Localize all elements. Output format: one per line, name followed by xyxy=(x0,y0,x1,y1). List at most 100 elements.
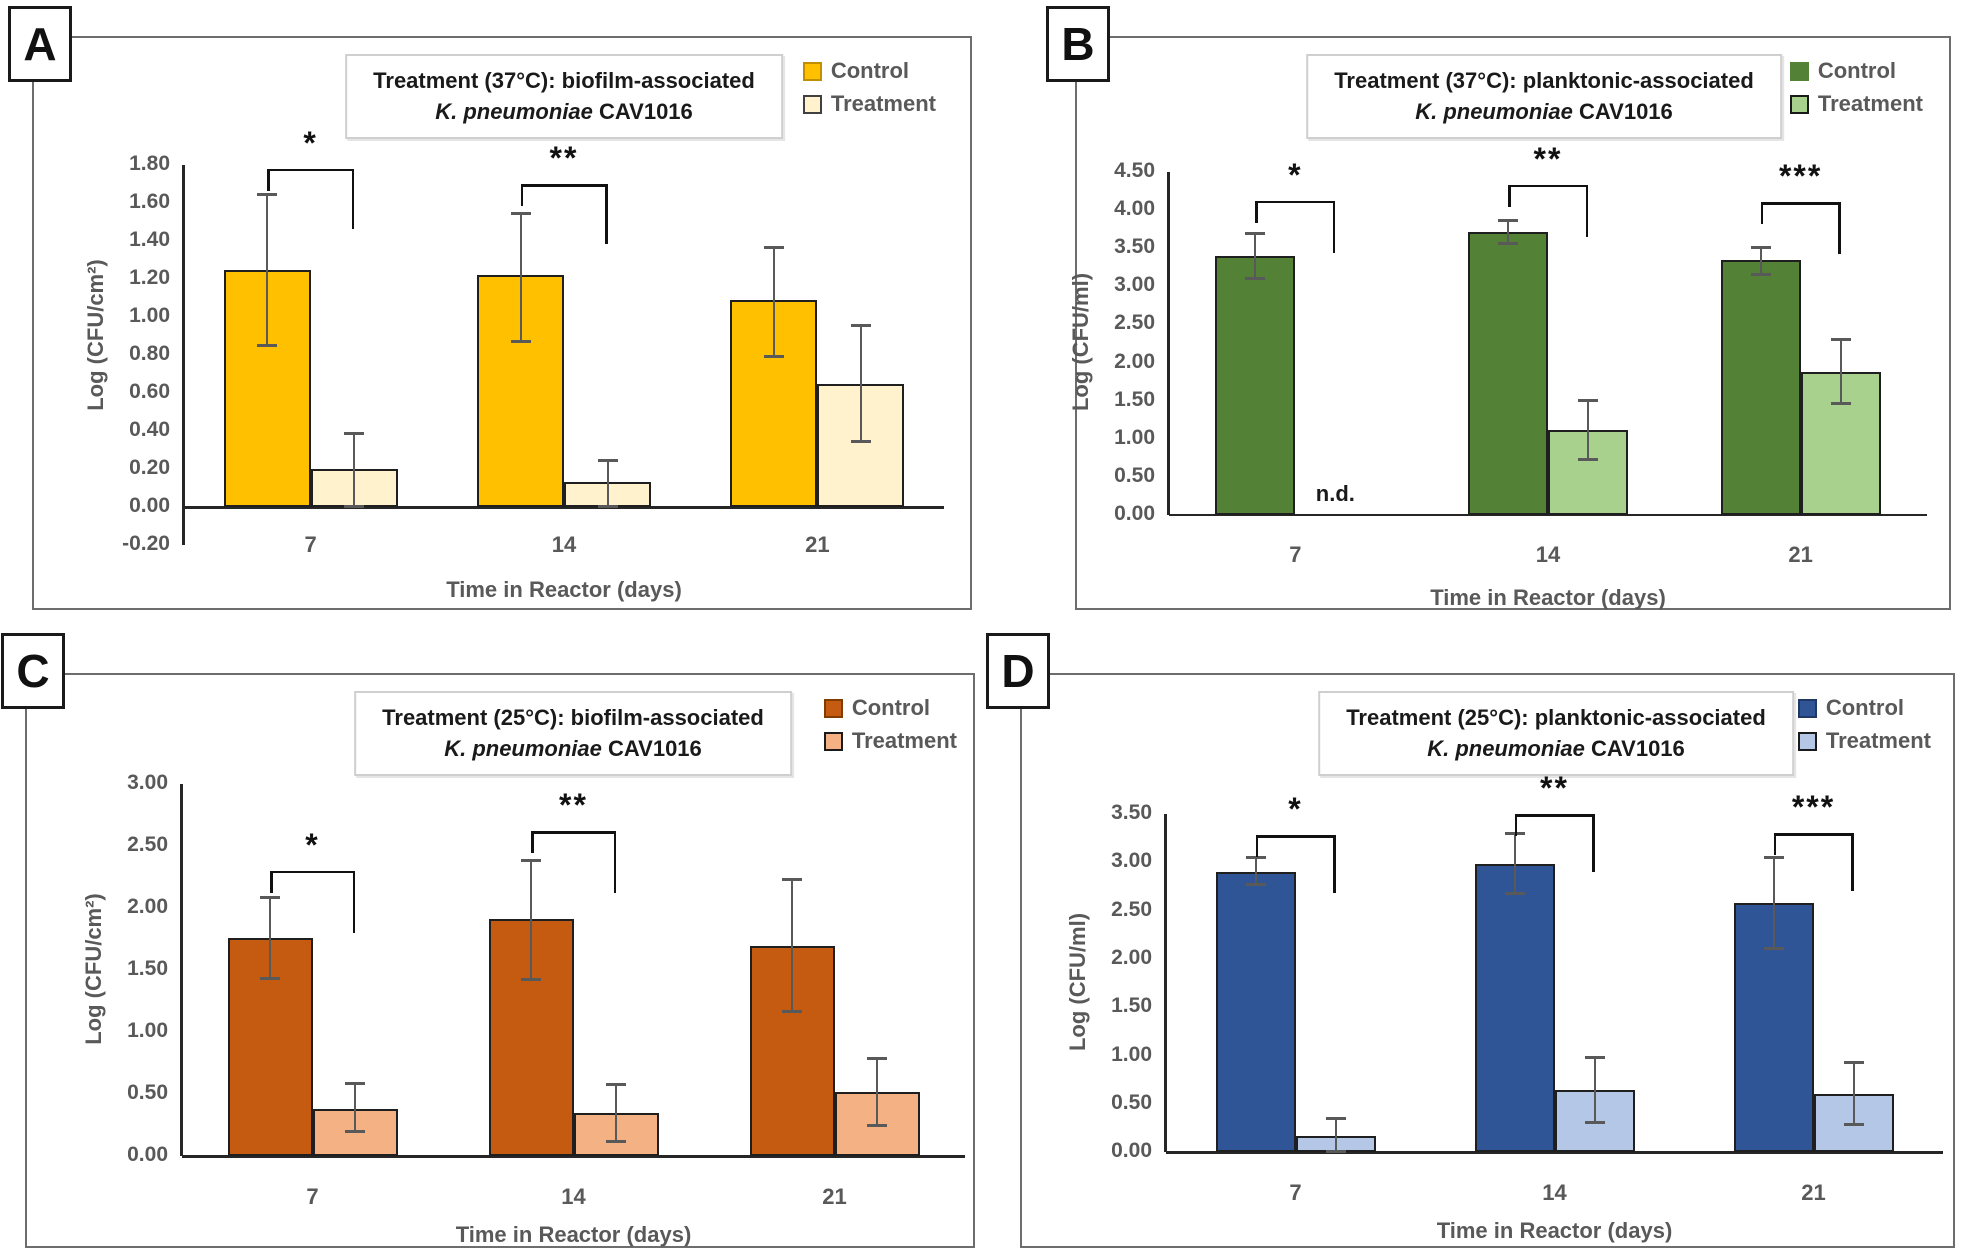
x-tick-label: 21 xyxy=(805,532,830,557)
error-bar-cap xyxy=(260,976,280,980)
legend-label: Control xyxy=(1817,58,1897,83)
error-bar xyxy=(1852,1062,1855,1126)
error-bar xyxy=(615,1084,617,1143)
error-bar-cap xyxy=(1843,1061,1864,1065)
chart-title-line2: K. pneumoniae CAV1016 xyxy=(373,97,755,127)
significance-stars: ** xyxy=(549,140,579,176)
error-bar-cap xyxy=(1584,1121,1605,1125)
y-tick-label: 0.00 xyxy=(127,1143,168,1166)
chart-title-line1: Treatment (37°C): planktonic-associated xyxy=(1334,68,1754,93)
species-name: K. pneumoniae xyxy=(435,98,593,124)
significance-bracket-right xyxy=(1333,835,1336,894)
error-bar-cap xyxy=(1325,1150,1346,1154)
error-bar-cap xyxy=(850,440,871,444)
error-bar-cap xyxy=(850,323,871,327)
error-bar xyxy=(791,879,793,1013)
error-bar xyxy=(353,432,356,507)
y-tick-label: 1.50 xyxy=(127,957,168,980)
chart-title-line2: K. pneumoniae CAV1016 xyxy=(1334,97,1754,127)
significance-stars: ** xyxy=(1533,140,1563,177)
error-bar-cap xyxy=(1578,398,1598,402)
bar-control-day14 xyxy=(1474,864,1555,1153)
significance-bracket-right xyxy=(352,870,355,933)
legend-item-control: Control xyxy=(1789,58,1923,84)
significance-stars: * xyxy=(305,826,320,863)
panel-C: Treatment (25°C): biofilm-associated K. … xyxy=(25,673,975,1248)
legend-label: Control xyxy=(830,58,910,83)
error-bar-cap xyxy=(1750,272,1771,276)
plot-area-A: 1.80 1.60 1.40 1.20 1.00 0.80 0.60 0.40 0.20 0.00… xyxy=(34,38,970,608)
y-tick-label: 2.50 xyxy=(1111,897,1152,921)
error-bar-cap xyxy=(606,1083,626,1087)
x-tick-label: 14 xyxy=(561,1184,586,1209)
error-bar-cap xyxy=(1763,856,1784,860)
error-bar-cap xyxy=(763,354,784,358)
y-axis-line xyxy=(182,165,185,545)
x-axis-title: Time in Reactor (days) xyxy=(1436,1218,1673,1244)
legend-item-control: Control xyxy=(802,58,936,84)
significance-bracket-right xyxy=(351,168,355,229)
x-tick-label: 7 xyxy=(1289,541,1302,567)
y-tick-label: 1.00 xyxy=(1114,425,1155,449)
y-tick-label: 1.00 xyxy=(127,1019,168,1042)
species-name: K. pneumoniae xyxy=(444,735,602,761)
significance-bracket-right xyxy=(1332,200,1336,253)
error-bar-cap xyxy=(521,858,541,862)
chart-title-line2: K. pneumoniae CAV1016 xyxy=(382,734,764,764)
y-tick-label: 3.00 xyxy=(1111,849,1152,873)
x-tick-label: 7 xyxy=(304,532,317,557)
error-bar xyxy=(269,896,271,979)
x-tick-label: 21 xyxy=(1788,541,1813,567)
error-bar xyxy=(1507,220,1509,245)
legend-item-treatment: Treatment xyxy=(1797,728,1931,754)
y-tick-label: 0.20 xyxy=(129,456,170,479)
significance-bracket-left xyxy=(1255,200,1258,223)
error-bar xyxy=(1772,857,1775,950)
chart-title-line1: Treatment (25°C): planktonic-associated xyxy=(1346,705,1766,730)
y-tick-label: 3.50 xyxy=(1111,801,1152,824)
plot-area-B: 4.50 4.00 3.50 3.00 2.50 2.00 1.50 1.00 0.50 0.00… xyxy=(1068,38,1949,610)
error-bar-cap xyxy=(257,343,278,347)
y-axis-line xyxy=(1167,172,1170,515)
significance-bracket xyxy=(1255,835,1336,838)
significance-bracket-right xyxy=(1851,833,1854,892)
error-bar-cap xyxy=(1245,231,1266,235)
error-bar xyxy=(519,212,522,342)
error-bar-cap xyxy=(510,211,531,215)
significance-bracket-right xyxy=(1585,184,1588,237)
significance-stars: ** xyxy=(559,787,588,824)
bar-control-day14 xyxy=(1468,232,1548,515)
chart-title-B: Treatment (37°C): planktonic-associated … xyxy=(1306,54,1782,139)
bar-control-day7 xyxy=(1215,871,1296,1153)
error-bar xyxy=(1334,1118,1337,1153)
y-tick-label: 2.00 xyxy=(1114,349,1155,373)
y-tick-label: 1.20 xyxy=(129,266,170,289)
significance-bracket xyxy=(1514,814,1595,817)
y-tick-label: 0.40 xyxy=(129,418,170,441)
treatment-swatch-icon xyxy=(1789,94,1809,114)
x-tick-label: 21 xyxy=(1801,1180,1826,1206)
legend-item-treatment: Treatment xyxy=(823,728,957,754)
x-tick-label: 14 xyxy=(1542,1180,1567,1206)
panel-D: Treatment (25°C): planktonic-associated … xyxy=(1020,673,1955,1248)
y-tick-label: 1.60 xyxy=(129,190,170,213)
y-tick-label: 0.00 xyxy=(1114,501,1155,525)
chart-title-line2: K. pneumoniae CAV1016 xyxy=(1346,734,1766,764)
significance-stars: ** xyxy=(1540,770,1569,806)
y-tick-label: 1.80 xyxy=(129,152,170,175)
y-axis-title: Log (CFU/ml) xyxy=(1068,273,1093,412)
y-tick-label: 2.50 xyxy=(127,833,168,856)
x-axis-title: Time in Reactor (days) xyxy=(446,577,682,602)
y-tick-label: 1.00 xyxy=(1111,1042,1152,1066)
significance-bracket-left xyxy=(270,870,273,893)
error-bar-cap xyxy=(782,1010,802,1014)
species-name: K. pneumoniae xyxy=(1427,735,1585,761)
error-bar xyxy=(859,324,862,443)
error-bar-cap xyxy=(510,339,531,343)
legend-label: Treatment xyxy=(851,728,957,753)
error-bar-cap xyxy=(260,895,280,899)
treatment-swatch-icon xyxy=(1797,731,1817,751)
error-bar xyxy=(1254,232,1257,279)
panel-A: Treatment (37°C): biofilm-associated K. … xyxy=(32,36,972,610)
